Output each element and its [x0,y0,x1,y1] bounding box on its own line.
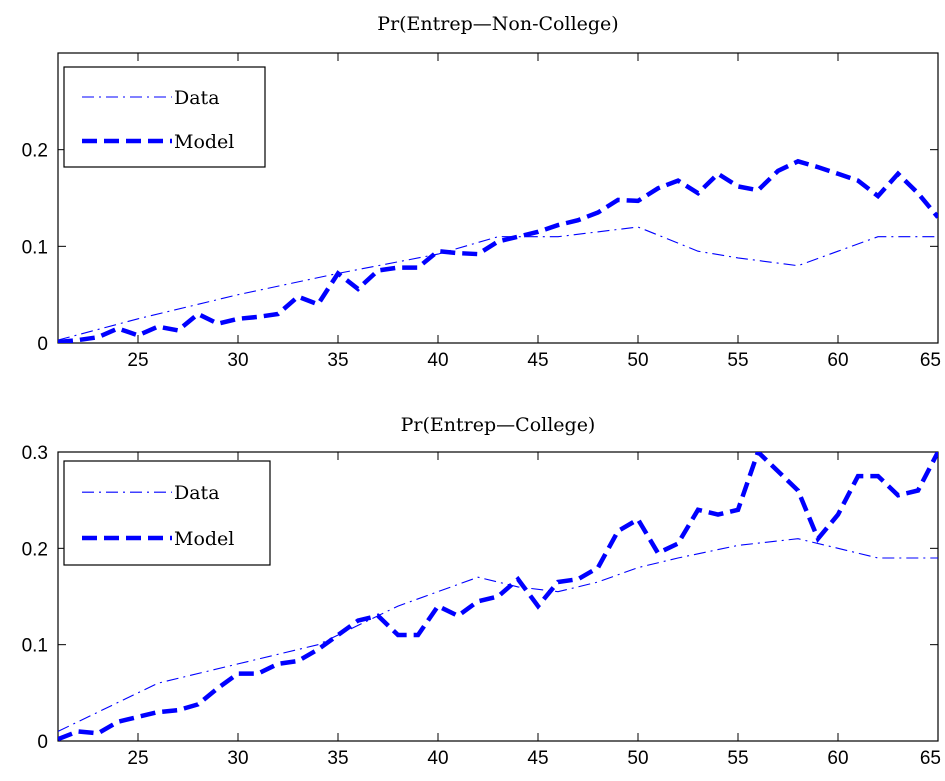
series-line-model [58,158,938,343]
y-tick-label: 0.2 [22,539,48,560]
series-line-data [58,538,938,732]
y-tick-label: 0.1 [22,237,48,258]
chart-panel-non-college: Pr(Entrep—Non-College) 25 30 35 40 45 50 55 60 65… [22,13,941,371]
x-tick-label: 30 [227,748,248,769]
legend: Data Model [63,460,271,566]
legend-box [63,66,266,168]
plot-area-frame [57,451,939,742]
x-tick-label: 55 [727,350,748,371]
series-line-data [58,226,938,341]
chart-title: Pr(Entrep—Non-College) [377,13,618,35]
x-tick-label: 55 [727,748,748,769]
x-tick-label: 30 [227,350,248,371]
x-tick-label: 65 [920,350,941,371]
legend-box [63,460,271,566]
legend-label-model: Model [174,131,234,153]
chart-title: Pr(Entrep—College) [401,414,596,436]
x-tick-label: 40 [427,748,448,769]
chart-panel-college: Pr(Entrep—College) 25 30 35 40 45 50 55 60 65 0 0.1… [22,414,941,769]
legend-label-data: Data [174,87,220,109]
x-tick-label: 35 [327,350,348,371]
x-tick-label: 25 [127,748,148,769]
x-tick-label: 45 [527,748,548,769]
x-tick-label: 40 [427,350,448,371]
y-tick-label: 0 [37,732,48,753]
x-tick-label: 35 [327,748,348,769]
legend: Data Model [63,66,266,168]
x-tick-label: 50 [627,748,648,769]
y-tick-label: 0 [37,334,48,355]
legend-label-model: Model [174,528,234,550]
x-tick-label: 45 [527,350,548,371]
y-tick-label: 0.3 [22,443,48,464]
y-tick-label: 0.1 [22,636,48,657]
y-tick-label: 0.2 [22,141,48,162]
x-tick-label: 60 [827,350,848,371]
x-tick-label: 65 [920,748,941,769]
x-tick-label: 50 [627,350,648,371]
series-line-model [58,452,938,741]
plot-area-frame [57,52,939,344]
x-tick-label: 60 [827,748,848,769]
legend-label-data: Data [174,482,220,504]
x-tick-label: 25 [127,350,148,371]
